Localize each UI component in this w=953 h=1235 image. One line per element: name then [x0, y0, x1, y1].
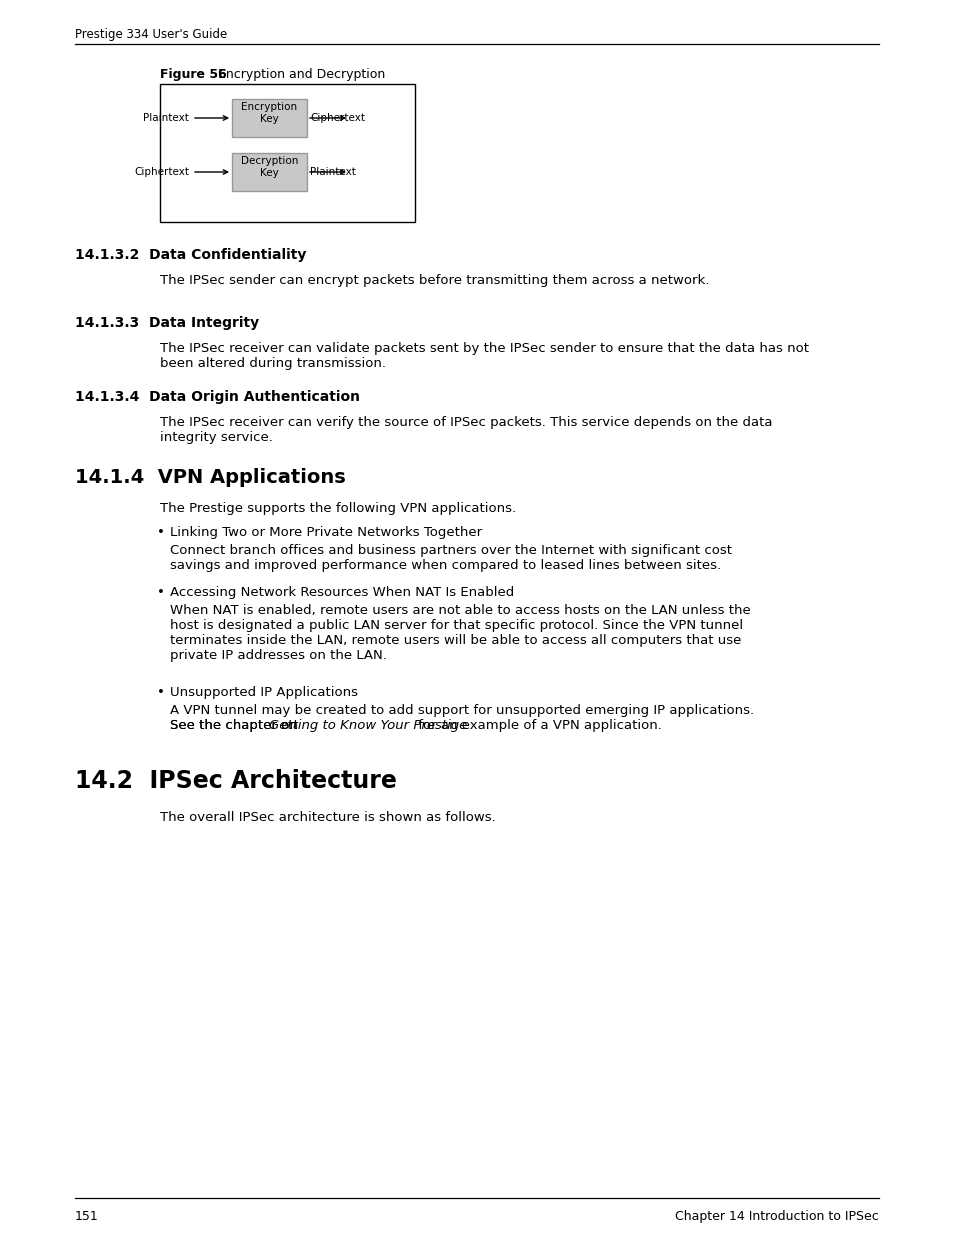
- Text: The IPSec receiver can verify the source of IPSec packets. This service depends : The IPSec receiver can verify the source…: [160, 416, 772, 445]
- Text: The IPSec receiver can validate packets sent by the IPSec sender to ensure that : The IPSec receiver can validate packets …: [160, 342, 808, 370]
- Text: Accessing Network Resources When NAT Is Enabled: Accessing Network Resources When NAT Is …: [170, 585, 514, 599]
- Text: 14.1.3.3  Data Integrity: 14.1.3.3 Data Integrity: [75, 316, 259, 330]
- Text: Ciphertext: Ciphertext: [310, 112, 365, 124]
- Text: Decryption
Key: Decryption Key: [240, 156, 298, 178]
- Text: Chapter 14 Introduction to IPSec: Chapter 14 Introduction to IPSec: [675, 1210, 878, 1223]
- Bar: [232, 99, 307, 137]
- Text: Plaintext: Plaintext: [143, 112, 189, 124]
- Text: for an example of a VPN application.: for an example of a VPN application.: [414, 719, 661, 732]
- Text: The IPSec sender can encrypt packets before transmitting them across a network.: The IPSec sender can encrypt packets bef…: [160, 274, 709, 287]
- Text: Encryption
Key: Encryption Key: [241, 103, 297, 124]
- Text: 14.1.3.2  Data Confidentiality: 14.1.3.2 Data Confidentiality: [75, 248, 306, 262]
- Text: Getting to Know Your Prestige: Getting to Know Your Prestige: [269, 719, 467, 732]
- Text: Connect branch offices and business partners over the Internet with significant : Connect branch offices and business part…: [170, 543, 731, 572]
- Bar: [160, 84, 415, 222]
- Text: 151: 151: [75, 1210, 99, 1223]
- Text: Plaintext: Plaintext: [310, 167, 355, 177]
- Text: •: •: [157, 585, 165, 599]
- Text: Prestige 334 User's Guide: Prestige 334 User's Guide: [75, 28, 227, 41]
- Text: A VPN tunnel may be created to add support for unsupported emerging IP applicati: A VPN tunnel may be created to add suppo…: [170, 704, 753, 732]
- Text: Figure 56: Figure 56: [160, 68, 227, 82]
- Text: •: •: [157, 526, 165, 538]
- Text: See the chapter on: See the chapter on: [170, 719, 302, 732]
- Text: The Prestige supports the following VPN applications.: The Prestige supports the following VPN …: [160, 501, 516, 515]
- Text: 14.2  IPSec Architecture: 14.2 IPSec Architecture: [75, 769, 396, 793]
- Text: Linking Two or More Private Networks Together: Linking Two or More Private Networks Tog…: [170, 526, 481, 538]
- Text: 14.1.4  VPN Applications: 14.1.4 VPN Applications: [75, 468, 345, 487]
- Text: •: •: [157, 685, 165, 699]
- Bar: [232, 153, 307, 191]
- Text: Ciphertext: Ciphertext: [133, 167, 189, 177]
- Text: Unsupported IP Applications: Unsupported IP Applications: [170, 685, 357, 699]
- Text: Encryption and Decryption: Encryption and Decryption: [206, 68, 385, 82]
- Text: 14.1.3.4  Data Origin Authentication: 14.1.3.4 Data Origin Authentication: [75, 390, 359, 404]
- Text: When NAT is enabled, remote users are not able to access hosts on the LAN unless: When NAT is enabled, remote users are no…: [170, 604, 750, 662]
- Text: The overall IPSec architecture is shown as follows.: The overall IPSec architecture is shown …: [160, 811, 496, 824]
